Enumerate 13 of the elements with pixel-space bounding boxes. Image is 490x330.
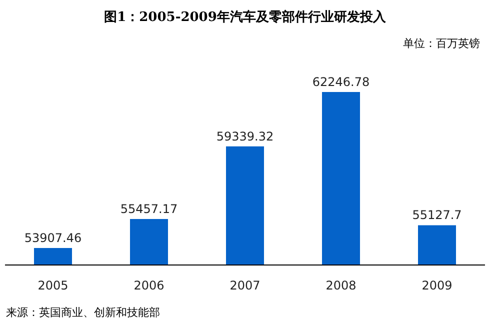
- source-note: 来源：英国商业、创新和技能部: [6, 305, 160, 320]
- data-label: 53907.46: [24, 231, 82, 246]
- chart-title: 图1：2005-2009年汽车及零部件行业研发投入: [103, 8, 387, 26]
- data-label: 62246.78: [312, 75, 370, 89]
- data-label: 55457.17: [120, 202, 178, 216]
- data-label: 59339.32: [216, 129, 274, 144]
- x-tick-label: 2005: [38, 278, 68, 293]
- x-tick-label: 2008: [326, 278, 356, 293]
- x-tick-label: 2007: [230, 278, 260, 293]
- x-tick-label: 2009: [422, 278, 452, 293]
- data-label: 55127.7: [412, 208, 462, 222]
- x-tick-label: 2006: [134, 278, 164, 293]
- text: 单位：百万英镑: [403, 36, 480, 51]
